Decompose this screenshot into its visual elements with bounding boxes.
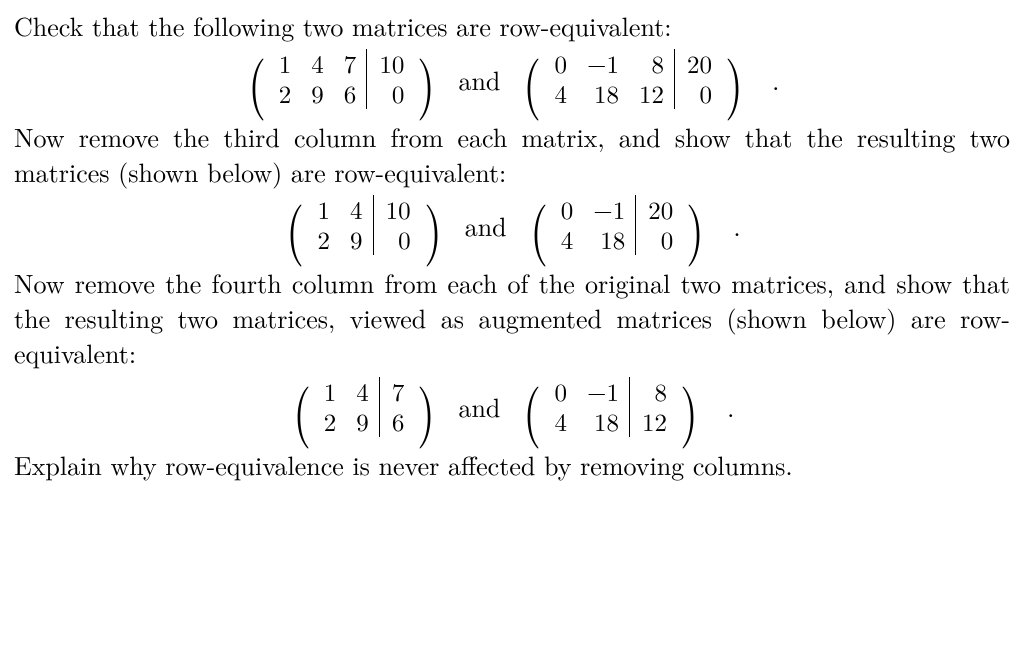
and-word-3: and <box>456 389 502 424</box>
matrix-cell: 9 <box>346 407 379 437</box>
matrix-cell: 0 <box>367 79 415 109</box>
matrix-cell: 10 <box>367 49 415 79</box>
matrix-cell: 4 <box>340 195 373 225</box>
matrix-cell: 6 <box>334 79 367 109</box>
right-paren-icon: ) <box>417 378 435 436</box>
paragraph-3: Now remove the fourth column from each o… <box>14 265 1010 370</box>
matrix-cell: 1 <box>308 195 341 225</box>
matrix-cell: −1 <box>583 195 635 225</box>
matrix-cell: 0 <box>545 49 578 79</box>
left-paren-icon: ( <box>286 196 304 254</box>
period-1: . <box>764 62 779 97</box>
matrix-cell: 12 <box>629 79 675 109</box>
matrix-cell: 4 <box>301 49 334 79</box>
matrix-cell: 18 <box>583 225 635 255</box>
matrix-cell: 20 <box>636 195 684 225</box>
matrix-cell: 0 <box>551 195 584 225</box>
matrix-1a-body: 14710 2960 <box>269 49 415 109</box>
matrix-cell: 10 <box>373 195 421 225</box>
matrix-1b: ( 0−1820418120 ) <box>520 49 746 109</box>
paragraph-1: Check that the following two matrices ar… <box>14 8 1010 43</box>
matrix-cell: 8 <box>629 377 677 407</box>
matrix-cell: 7 <box>379 377 414 407</box>
matrix-cell: 9 <box>340 225 373 255</box>
matrix-cell: 2 <box>308 225 341 255</box>
matrix-cell: 7 <box>334 49 367 79</box>
matrix-cell: 12 <box>629 407 677 437</box>
matrix-3b-body: 0−18 41812 <box>545 377 677 437</box>
equation-line-2: ( 1410290 ) and ( 0−1204180 ) . <box>14 195 1010 255</box>
period-2: . <box>725 208 740 243</box>
right-paren-icon: ) <box>424 196 442 254</box>
matrix-cell: 20 <box>674 49 722 79</box>
matrix-cell: 4 <box>551 225 584 255</box>
and-word-1: and <box>456 62 502 97</box>
matrix-cell: 0 <box>674 79 722 109</box>
matrix-3a-body: 147 296 <box>314 377 415 437</box>
matrix-2a-body: 1410 290 <box>308 195 421 255</box>
left-paren-icon: ( <box>523 378 541 436</box>
paragraph-4: Explain why row-equivalence is never aff… <box>14 447 1010 482</box>
matrix-cell: 2 <box>314 407 347 437</box>
matrix-cell: 1 <box>269 49 302 79</box>
right-paren-icon: ) <box>417 50 435 108</box>
matrix-cell: 18 <box>577 79 629 109</box>
left-paren-icon: ( <box>523 50 541 108</box>
left-paren-icon: ( <box>530 196 548 254</box>
matrix-cell: −1 <box>577 49 629 79</box>
matrix-2a: ( 1410 290 ) <box>283 195 444 255</box>
equation-line-1: ( 147102960 ) and ( 0−1820418120 ) . <box>14 49 1010 109</box>
right-paren-icon: ) <box>686 196 704 254</box>
matrix-2b: ( 0−120 4180 ) <box>527 195 708 255</box>
matrix-cell: 18 <box>577 407 629 437</box>
right-paren-icon: ) <box>725 50 743 108</box>
matrix-cell: 1 <box>314 377 347 407</box>
matrix-cell: 0 <box>373 225 421 255</box>
matrix-3b: ( 0−18 41812 ) <box>520 377 701 437</box>
matrix-cell: 4 <box>545 79 578 109</box>
period-3: . <box>719 389 734 424</box>
matrix-cell: 9 <box>301 79 334 109</box>
matrix-1a: ( 14710 2960 ) <box>245 49 439 109</box>
left-paren-icon: ( <box>248 50 266 108</box>
matrix-cell: −1 <box>577 377 629 407</box>
right-paren-icon: ) <box>680 378 698 436</box>
matrix-cell: 8 <box>629 49 675 79</box>
matrix-cell: 6 <box>379 407 414 437</box>
and-word-2: and <box>463 208 509 243</box>
matrix-3a: ( 147 296 ) <box>290 377 439 437</box>
left-paren-icon: ( <box>293 378 311 436</box>
matrix-cell: 4 <box>346 377 379 407</box>
equation-line-3: ( 147296 ) and ( 0−1841812 ) . <box>14 377 1010 437</box>
matrix-2b-body: 0−120 4180 <box>551 195 683 255</box>
matrix-cell: 0 <box>545 377 578 407</box>
matrix-cell: 4 <box>545 407 578 437</box>
matrix-1b-body: 0−1820418120 <box>545 49 723 109</box>
matrix-cell: 2 <box>269 79 302 109</box>
paragraph-2: Now remove the third column from each ma… <box>14 119 1010 189</box>
matrix-cell: 0 <box>636 225 684 255</box>
